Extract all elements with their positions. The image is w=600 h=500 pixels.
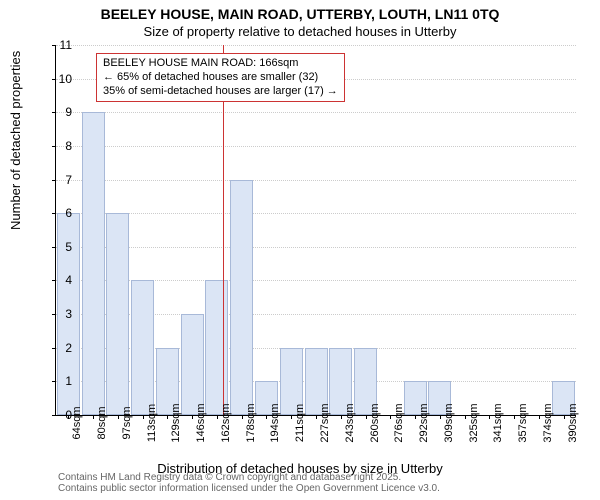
bar (82, 112, 105, 415)
xtick-label: 129sqm (170, 403, 182, 442)
xtick-mark (440, 415, 441, 419)
ytick-label: 3 (52, 307, 72, 321)
xtick-label: 276sqm (393, 403, 405, 442)
xtick-label: 292sqm (418, 403, 430, 442)
xtick-mark (341, 415, 342, 419)
ytick-label: 4 (52, 273, 72, 287)
xtick-mark (143, 415, 144, 419)
gridline (56, 45, 576, 46)
xtick-label: 80sqm (96, 406, 108, 439)
xtick-mark (291, 415, 292, 419)
ytick-label: 6 (52, 206, 72, 220)
bar (131, 280, 154, 415)
annotation-line2: ← 65% of detached houses are smaller (32… (103, 71, 338, 85)
xtick-label: 146sqm (195, 403, 207, 442)
xtick-mark (465, 415, 466, 419)
annotation-line1: BEELEY HOUSE MAIN ROAD: 166sqm (103, 57, 338, 71)
footnote-line1: Contains HM Land Registry data © Crown c… (58, 472, 440, 483)
xtick-label: 194sqm (269, 403, 281, 442)
y-axis-label: Number of detached properties (8, 51, 23, 230)
footnote-line2: Contains public sector information licen… (58, 483, 440, 494)
bar (230, 180, 253, 415)
xtick-mark (366, 415, 367, 419)
gridline (56, 112, 576, 113)
chart-title-main: BEELEY HOUSE, MAIN ROAD, UTTERBY, LOUTH,… (0, 6, 600, 22)
ytick-label: 11 (52, 38, 72, 52)
xtick-label: 390sqm (567, 403, 579, 442)
chart-title-sub: Size of property relative to detached ho… (0, 24, 600, 39)
ytick-label: 9 (52, 105, 72, 119)
chart-container: BEELEY HOUSE, MAIN ROAD, UTTERBY, LOUTH,… (0, 0, 600, 500)
xtick-label: 178sqm (245, 403, 257, 442)
xtick-label: 243sqm (344, 403, 356, 442)
xtick-mark (514, 415, 515, 419)
ytick-label: 7 (52, 173, 72, 187)
xtick-label: 260sqm (369, 403, 381, 442)
gridline (56, 247, 576, 248)
xtick-label: 325sqm (468, 403, 480, 442)
xtick-label: 113sqm (146, 404, 158, 442)
ytick-label: 1 (52, 374, 72, 388)
gridline (56, 180, 576, 181)
xtick-label: 162sqm (220, 403, 232, 442)
xtick-mark (118, 415, 119, 419)
annotation-box: BEELEY HOUSE MAIN ROAD: 166sqm← 65% of d… (96, 53, 345, 102)
xtick-mark (539, 415, 540, 419)
xtick-label: 211sqm (294, 404, 306, 442)
ytick-label: 2 (52, 341, 72, 355)
annotation-line3: 35% of semi-detached houses are larger (… (103, 85, 338, 99)
xtick-label: 97sqm (121, 406, 133, 439)
xtick-mark (390, 415, 391, 419)
plot-area: BEELEY HOUSE MAIN ROAD: 166sqm← 65% of d… (55, 45, 576, 416)
xtick-label: 227sqm (319, 403, 331, 442)
xtick-mark (415, 415, 416, 419)
xtick-mark (242, 415, 243, 419)
bar (106, 213, 129, 415)
xtick-label: 341sqm (492, 403, 504, 442)
xtick-mark (192, 415, 193, 419)
xtick-mark (167, 415, 168, 419)
xtick-mark (217, 415, 218, 419)
ytick-label: 0 (52, 408, 72, 422)
bar (205, 280, 228, 415)
xtick-label: 309sqm (443, 403, 455, 442)
xtick-label: 357sqm (517, 403, 529, 442)
xtick-label: 374sqm (542, 403, 554, 442)
xtick-mark (316, 415, 317, 419)
bar (181, 314, 204, 415)
xtick-mark (489, 415, 490, 419)
gridline (56, 146, 576, 147)
xtick-mark (266, 415, 267, 419)
ytick-label: 10 (52, 72, 72, 86)
ytick-label: 8 (52, 139, 72, 153)
xtick-mark (564, 415, 565, 419)
footnote: Contains HM Land Registry data © Crown c… (58, 472, 440, 494)
xtick-label: 64sqm (71, 406, 83, 439)
ytick-label: 5 (52, 240, 72, 254)
gridline (56, 213, 576, 214)
xtick-mark (93, 415, 94, 419)
